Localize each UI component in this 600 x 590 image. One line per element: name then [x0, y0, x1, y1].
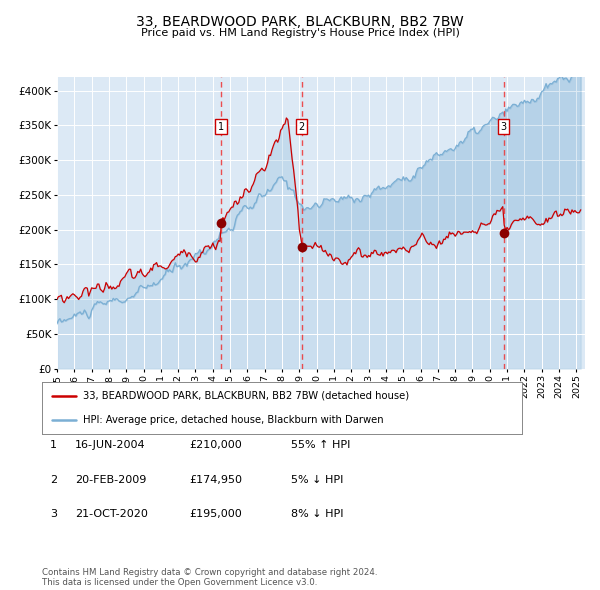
Text: 1: 1: [50, 441, 57, 450]
Text: 33, BEARDWOOD PARK, BLACKBURN, BB2 7BW (detached house): 33, BEARDWOOD PARK, BLACKBURN, BB2 7BW (…: [83, 391, 409, 401]
Text: £174,950: £174,950: [189, 475, 242, 484]
Text: Price paid vs. HM Land Registry's House Price Index (HPI): Price paid vs. HM Land Registry's House …: [140, 28, 460, 38]
Text: 33, BEARDWOOD PARK, BLACKBURN, BB2 7BW: 33, BEARDWOOD PARK, BLACKBURN, BB2 7BW: [136, 15, 464, 29]
Text: 2: 2: [298, 122, 305, 132]
Text: £210,000: £210,000: [189, 441, 242, 450]
Text: HPI: Average price, detached house, Blackburn with Darwen: HPI: Average price, detached house, Blac…: [83, 415, 383, 425]
Text: 2: 2: [50, 475, 57, 484]
Text: 16-JUN-2004: 16-JUN-2004: [75, 441, 146, 450]
Text: 55% ↑ HPI: 55% ↑ HPI: [291, 441, 350, 450]
Text: 3: 3: [500, 122, 506, 132]
Text: 3: 3: [50, 509, 57, 519]
Text: 1: 1: [218, 122, 224, 132]
Text: £195,000: £195,000: [189, 509, 242, 519]
Text: 5% ↓ HPI: 5% ↓ HPI: [291, 475, 343, 484]
Text: 20-FEB-2009: 20-FEB-2009: [75, 475, 146, 484]
Text: Contains HM Land Registry data © Crown copyright and database right 2024.
This d: Contains HM Land Registry data © Crown c…: [42, 568, 377, 587]
Text: 21-OCT-2020: 21-OCT-2020: [75, 509, 148, 519]
Text: 8% ↓ HPI: 8% ↓ HPI: [291, 509, 343, 519]
